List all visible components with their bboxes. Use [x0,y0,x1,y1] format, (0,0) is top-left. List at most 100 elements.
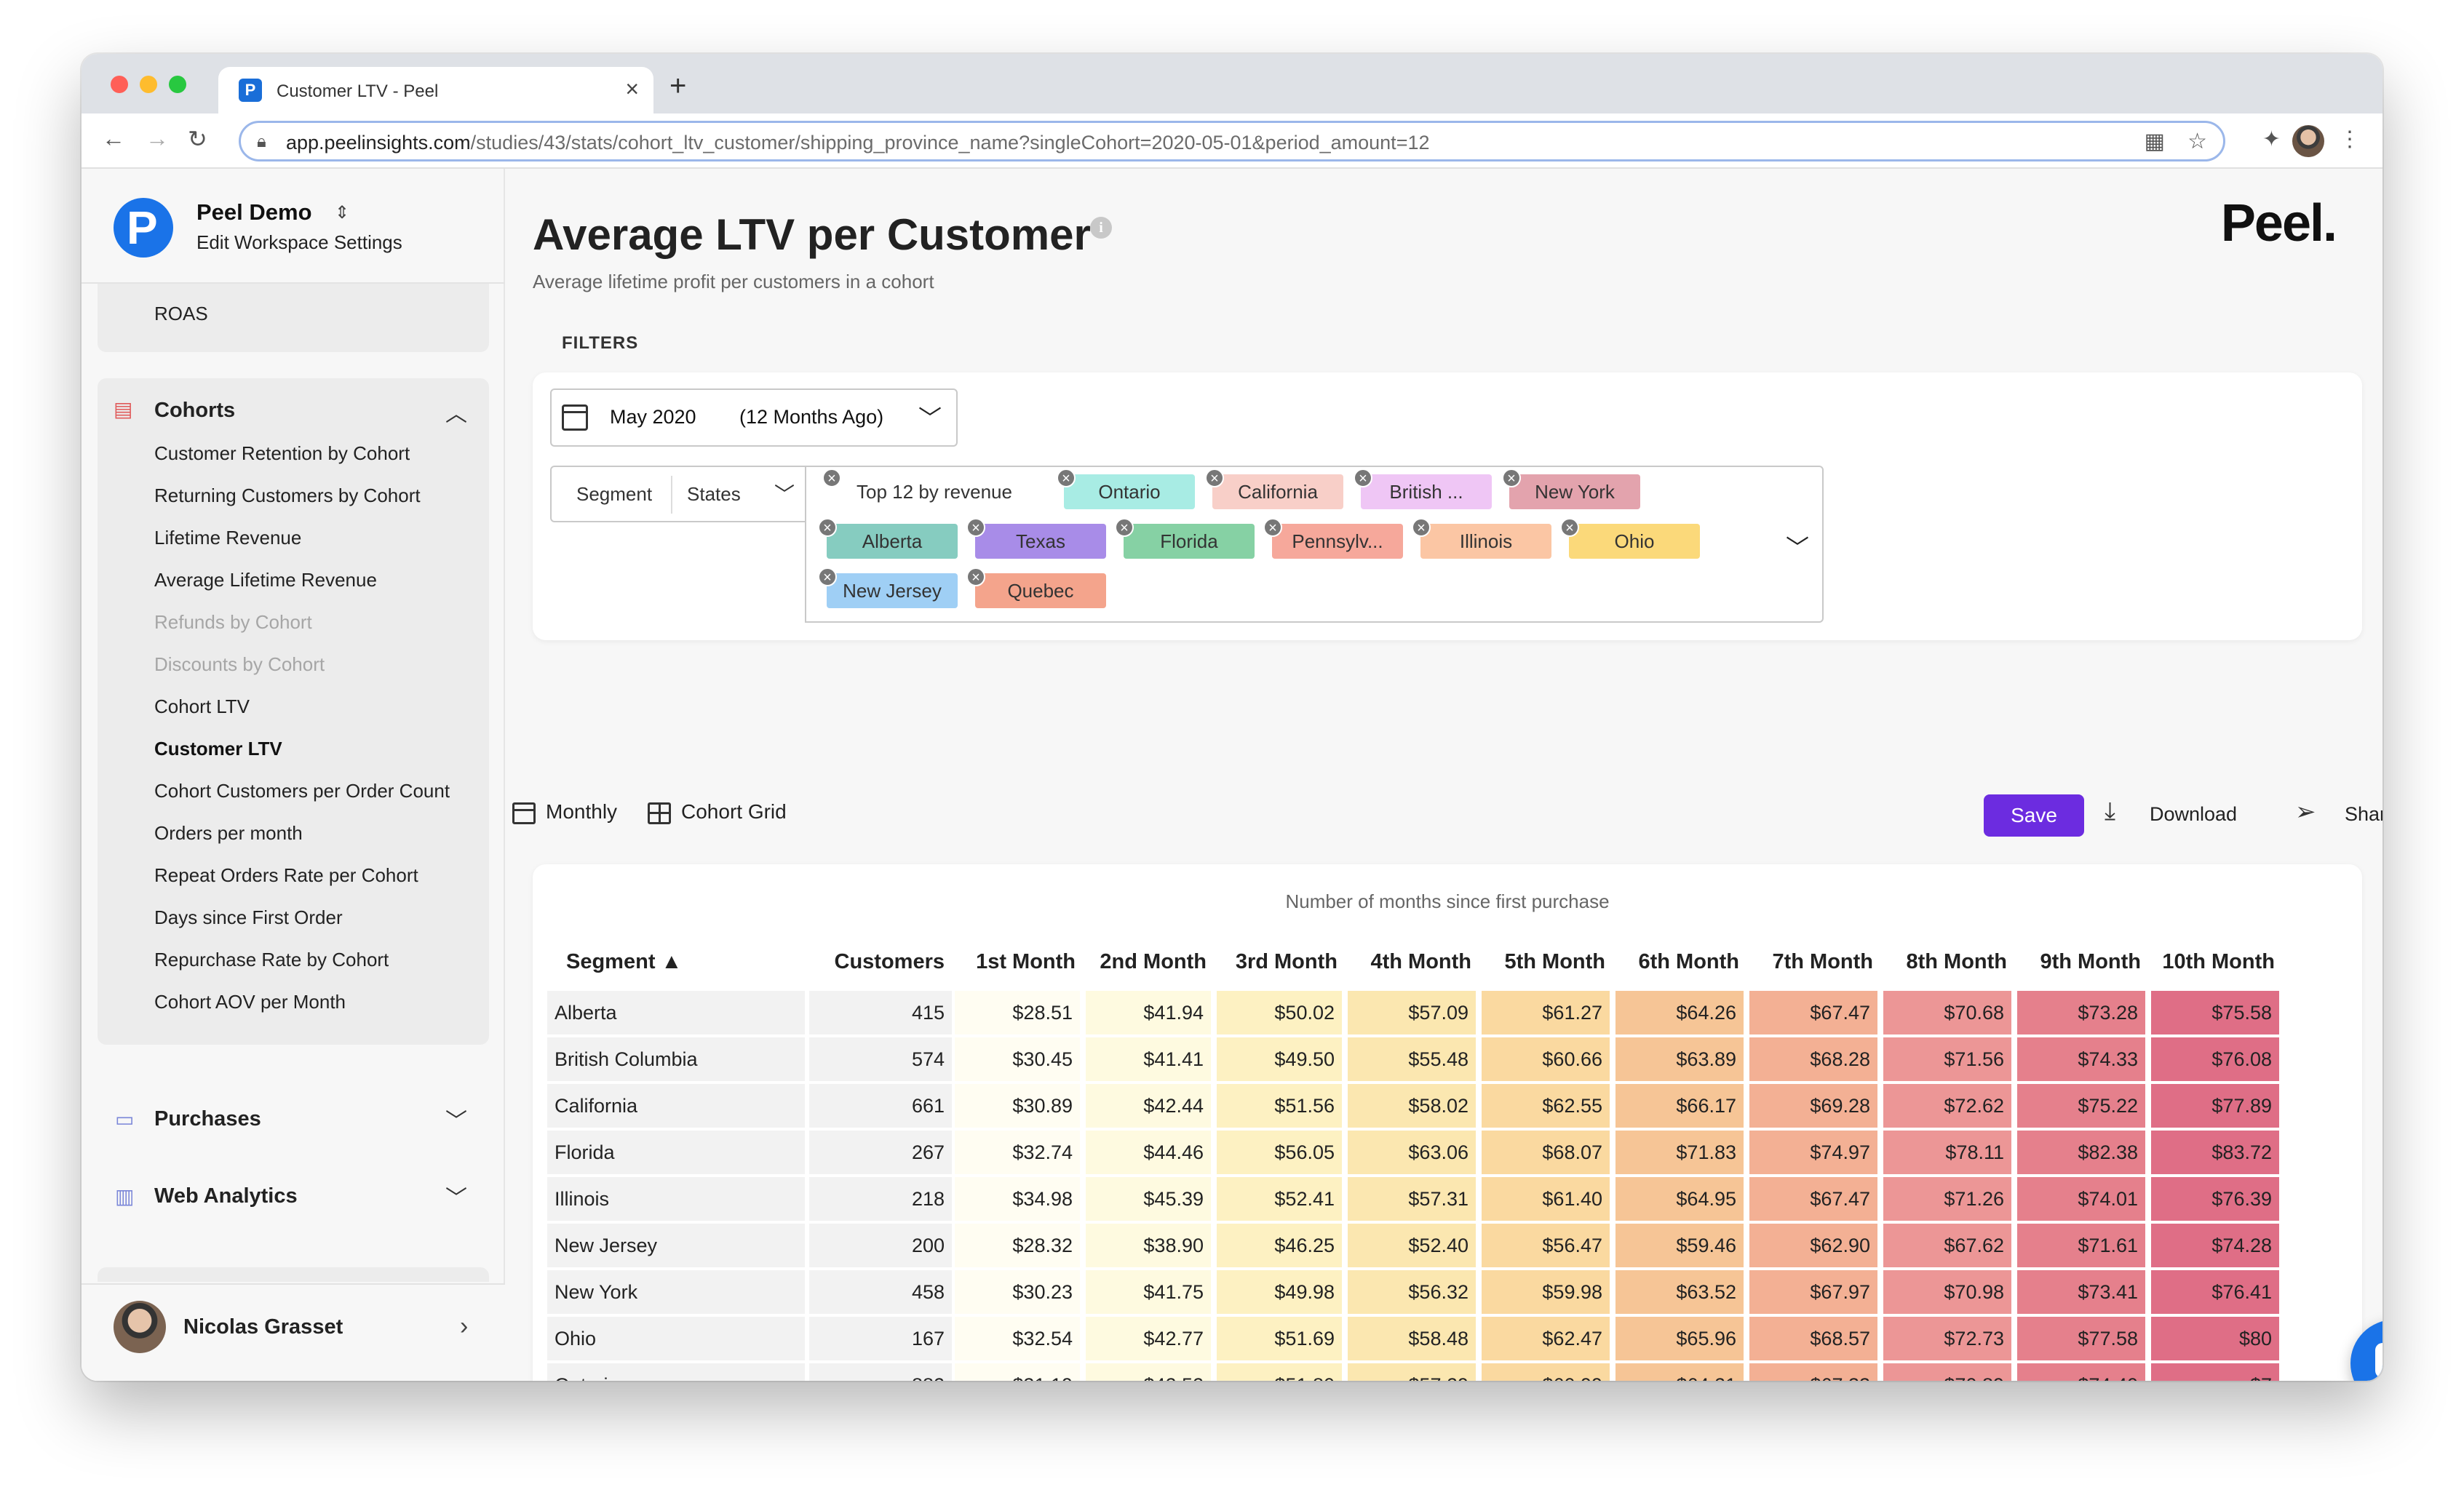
save-button[interactable]: Save [1984,794,2084,837]
workspace-name[interactable]: Peel Demo [196,199,312,225]
chip-quebec[interactable]: Quebec [975,573,1106,608]
workspace-switch-icon[interactable]: ⇕ [335,203,350,223]
sidebar-item-cohort-aov[interactable]: Cohort AOV per Month [154,991,346,1013]
ltv-value-cell: $73.41 [2017,1270,2145,1314]
segment-values-multiselect[interactable]: Top 12 by revenue Ontario California Bri… [805,466,1824,623]
remove-chip-icon[interactable]: × [1263,518,1282,537]
chip-new-york[interactable]: New York [1509,474,1640,509]
remove-chip-icon[interactable]: × [1412,518,1431,537]
cohort-grid-toggle[interactable]: Cohort Grid [648,800,787,824]
chip-top-12[interactable]: Top 12 by revenue [816,474,1052,509]
chip-british-columbia[interactable]: British ... [1361,474,1492,509]
sidebar-item-roas[interactable]: ROAS [154,303,208,324]
sidebar-item-days-since-first-order[interactable]: Days since First Order [154,906,343,928]
sidebar-item-customer-ltv[interactable]: Customer LTV [154,738,282,760]
column-header[interactable]: 7th Month [1772,950,1873,973]
edit-workspace-settings-link[interactable]: Edit Workspace Settings [196,231,402,253]
download-button[interactable]: Download [2150,803,2238,825]
sidebar-item-customers-per-order-count[interactable]: Cohort Customers per Order Count [154,780,450,802]
chip-pennsylvania[interactable]: Pennsylv... [1272,524,1403,559]
sidebar-item-repeat-orders-rate[interactable]: Repeat Orders Rate per Cohort [154,864,418,886]
chevron-down-icon[interactable]: ﹀ [445,1187,467,1211]
column-header[interactable]: Customers [834,950,945,973]
chip-ohio[interactable]: Ohio [1569,524,1700,559]
remove-chip-icon[interactable]: × [1205,469,1224,487]
ltv-value-cell: $34.98 [955,1177,1080,1221]
send-share-icon[interactable]: ➢ [2295,798,2316,826]
maximize-window-button[interactable] [169,76,186,93]
extensions-puzzle-icon[interactable]: ✦ [2262,127,2281,151]
segment-select[interactable]: Segment States ﹀ [550,466,806,522]
chip-new-jersey[interactable]: New Jersey [827,573,958,608]
column-header[interactable]: 10th Month [2162,950,2275,973]
remove-chip-icon[interactable]: × [822,469,841,487]
chip-alberta[interactable]: Alberta [827,524,958,559]
close-tab-icon[interactable]: × [625,76,639,102]
chip-florida[interactable]: Florida [1124,524,1255,559]
column-header[interactable]: 8th Month [1906,950,2007,973]
column-header[interactable]: 3rd Month [1235,950,1338,973]
peel-logo: Peel. [2220,194,2337,252]
bookmark-star-icon[interactable]: ☆ [2187,129,2207,154]
info-icon[interactable]: i [1090,217,1112,239]
workspace-logo[interactable]: P [114,198,173,258]
chip-california[interactable]: California [1212,474,1343,509]
chip-illinois[interactable]: Illinois [1420,524,1551,559]
column-header-segment[interactable]: Segment ▲ [566,950,683,973]
chevron-down-icon[interactable]: ﹀ [445,1109,467,1133]
new-tab-icon[interactable]: + [669,70,687,102]
address-bar[interactable]: 🔒︎ app.peelinsights.com/studies/43/stats… [239,121,2225,162]
purchases-section-title[interactable]: Purchases [154,1107,261,1131]
column-header[interactable]: 2nd Month [1100,950,1207,973]
remove-chip-icon[interactable]: × [818,567,837,586]
chevron-down-icon[interactable]: ﹀ [1786,535,1810,561]
browser-tab[interactable]: P Customer LTV - Peel × [218,67,653,113]
remove-chip-icon[interactable]: × [1115,518,1134,537]
reload-icon[interactable]: ↻ [188,126,207,152]
browser-menu-icon[interactable]: ⋮ [2339,127,2361,151]
sidebar-item-repurchase-rate[interactable]: Repurchase Rate by Cohort [154,949,389,970]
chip-texas[interactable]: Texas [975,524,1106,559]
customers-cell: 167 [809,1317,952,1360]
cohorts-section-title[interactable]: Cohorts [154,399,236,422]
back-arrow-icon[interactable]: ← [102,125,125,151]
remove-chip-icon[interactable]: × [1354,469,1372,487]
ltv-value-cell: $44.46 [1086,1131,1211,1174]
close-window-button[interactable] [111,76,128,93]
column-header[interactable]: 6th Month [1638,950,1739,973]
ltv-value-cell: $62.47 [1482,1317,1610,1360]
web-analytics-section-title[interactable]: Web Analytics [154,1184,298,1208]
remove-chip-icon[interactable]: × [966,567,985,586]
ltv-value-cell: $76.41 [2151,1270,2279,1314]
sidebar-item-lifetime-revenue[interactable]: Lifetime Revenue [154,527,302,549]
chip-ontario[interactable]: Ontario [1064,474,1195,509]
share-button[interactable]: Share [2345,803,2382,825]
monthly-toggle[interactable]: Monthly [512,800,617,824]
chevron-up-icon[interactable]: ︿ [445,402,467,426]
customers-cell: 218 [809,1177,952,1221]
remove-chip-icon[interactable]: × [1057,469,1076,487]
sidebar-item-orders-per-month[interactable]: Orders per month [154,822,303,844]
qr-code-icon[interactable]: ▦ [2144,129,2165,154]
forward-arrow-icon[interactable]: → [146,125,169,151]
segment-cell: Ohio [547,1317,805,1360]
peel-favicon-icon: P [239,79,262,102]
cohort-date-select[interactable]: May 2020 (12 Months Ago) ﹀ [550,388,958,447]
column-header[interactable]: 5th Month [1504,950,1605,973]
remove-chip-icon[interactable]: × [1560,518,1579,537]
browser-profile-avatar[interactable] [2292,125,2324,157]
sidebar-item-cohort-ltv[interactable]: Cohort LTV [154,695,250,717]
sidebar-item-customer-retention[interactable]: Customer Retention by Cohort [154,442,410,464]
remove-chip-icon[interactable]: × [818,518,837,537]
column-header[interactable]: 9th Month [2040,950,2141,973]
column-header[interactable]: 1st Month [976,950,1076,973]
column-header[interactable]: 4th Month [1370,950,1471,973]
minimize-window-button[interactable] [140,76,157,93]
sidebar-item-refunds: Refunds by Cohort [154,611,312,633]
download-icon[interactable]: ⤓ [2105,797,2116,825]
sidebar-item-returning-customers[interactable]: Returning Customers by Cohort [154,485,421,506]
remove-chip-icon[interactable]: × [966,518,985,537]
remove-chip-icon[interactable]: × [1502,469,1521,487]
sidebar-item-average-lifetime-revenue[interactable]: Average Lifetime Revenue [154,569,377,591]
user-profile-row[interactable]: Nicolas Grasset › [82,1283,505,1381]
